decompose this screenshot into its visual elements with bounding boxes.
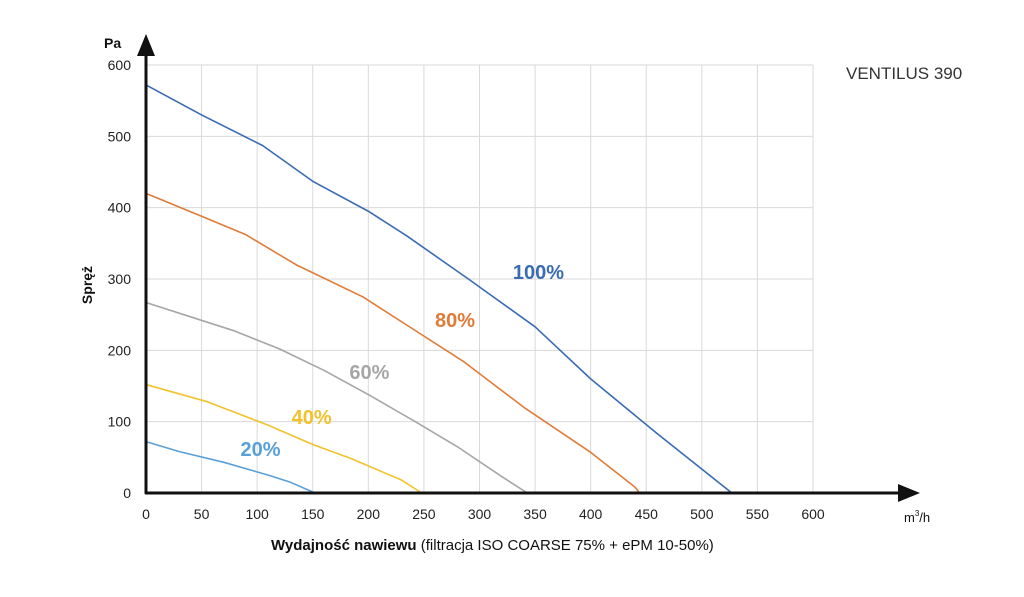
- series-line-100pct: [145, 84, 733, 494]
- x-tick-label: 400: [579, 506, 603, 522]
- series-label-20pct: 20%: [240, 439, 280, 461]
- x-tick-label: 150: [301, 506, 325, 522]
- x-unit-base: m: [904, 510, 915, 525]
- series-lines: [145, 84, 733, 494]
- x-tick-label: 0: [142, 506, 150, 522]
- x-axis-label: Wydajność nawiewu (filtracja ISO COARSE …: [271, 537, 714, 554]
- y-tick-label: 100: [108, 414, 132, 430]
- x-tick-label: 200: [357, 506, 381, 522]
- x-tick-label: 500: [690, 506, 714, 522]
- x-tick-label: 100: [245, 506, 269, 522]
- x-axis-label-bold: Wydajność nawiewu: [271, 537, 417, 554]
- chart-title: VENTILUS 390: [846, 64, 962, 83]
- x-axis-arrow: [898, 484, 920, 502]
- series-label-100pct: 100%: [513, 262, 564, 284]
- series-line-20pct: [145, 440, 316, 494]
- y-tick-label: 200: [108, 342, 132, 358]
- x-axis-label-rest: (filtracja ISO COARSE 75% + ePM 10-50%): [417, 537, 714, 554]
- tick-labels: 0 50 100 150 200 250 300 350 400 450 500 550 600 0 100…: [108, 57, 825, 522]
- series-line-40pct: [145, 383, 423, 494]
- y-axis-arrow: [137, 34, 155, 56]
- x-tick-label: 50: [194, 506, 210, 522]
- x-unit-sup: 3: [915, 509, 920, 518]
- x-tick-label: 600: [801, 506, 825, 522]
- series-label-60pct: 60%: [349, 362, 389, 384]
- series-line-80pct: [145, 192, 641, 494]
- x-tick-label: 550: [746, 506, 770, 522]
- y-tick-label: 400: [108, 200, 132, 216]
- x-tick-label: 450: [635, 506, 659, 522]
- y-unit-label: Pa: [104, 35, 121, 51]
- axes: [137, 34, 920, 502]
- x-tick-label: 300: [468, 506, 492, 522]
- y-tick-label: 300: [108, 271, 132, 287]
- x-unit-label: m3/h: [904, 509, 930, 525]
- series-label-40pct: 40%: [292, 407, 332, 429]
- series-line-60pct: [145, 301, 528, 494]
- y-axis-label: Spręż: [79, 266, 95, 304]
- x-unit-tail: /h: [919, 510, 930, 525]
- y-tick-label: 600: [108, 57, 132, 73]
- y-tick-label: 0: [123, 485, 131, 501]
- series-labels: 100% 80% 60% 40% 20%: [240, 262, 564, 461]
- y-tick-label: 500: [108, 128, 132, 144]
- series-label-80pct: 80%: [435, 310, 475, 332]
- x-tick-label: 350: [523, 506, 547, 522]
- grid: [145, 64, 814, 494]
- x-tick-label: 250: [412, 506, 436, 522]
